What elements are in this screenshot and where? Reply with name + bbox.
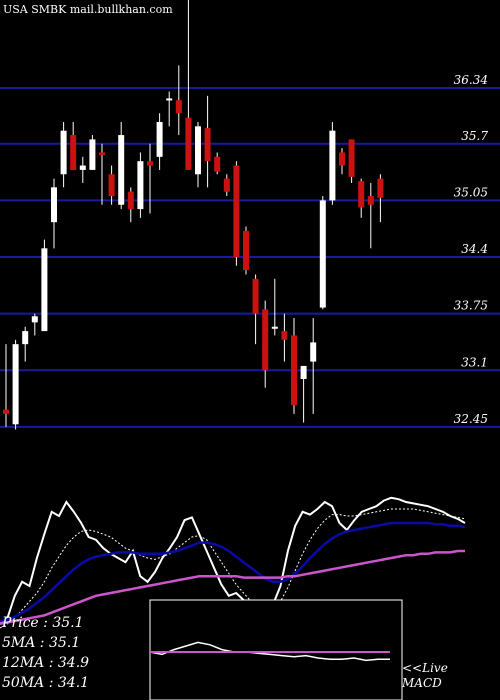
macd-box — [149, 599, 403, 700]
macd-label: <<Live MACD — [402, 661, 448, 691]
y-tick-label: 35.05 — [454, 185, 488, 199]
y-tick-label: 32.45 — [454, 412, 488, 426]
candle-body — [118, 135, 125, 205]
candlesticks — [3, 0, 384, 430]
candle-body — [319, 200, 326, 308]
candle-body — [175, 100, 182, 114]
price-y-axis-ticks: 36.34 35.7 35.05 34.4 33.75 33.1 32.45 — [454, 73, 489, 426]
line-5ma — [0, 508, 466, 629]
candle-body — [243, 230, 249, 271]
candle-body — [99, 152, 105, 156]
candle-body — [262, 309, 269, 371]
candle-body — [310, 342, 317, 362]
macd-panel — [149, 599, 403, 700]
candle-body — [60, 130, 67, 175]
candle-body — [358, 181, 365, 208]
candle-body — [41, 248, 48, 332]
candle-body — [70, 135, 77, 170]
candle-body — [367, 196, 374, 205]
candle-body — [51, 187, 57, 223]
line-price — [0, 496, 466, 630]
candle-body — [89, 139, 96, 170]
candle-body — [223, 178, 230, 192]
candle-body — [329, 130, 336, 201]
candle-body — [3, 409, 9, 414]
candle-body — [233, 165, 240, 258]
macd-title: MACD — [402, 676, 442, 690]
y-tick-label: 33.1 — [461, 355, 488, 369]
candle-body — [214, 156, 221, 172]
candle-body — [291, 335, 297, 406]
line-12ma — [0, 521, 466, 623]
candle-body — [137, 161, 144, 210]
legend-12ma: 12MA : 34.9 — [2, 655, 90, 671]
site-label: mail.bullkhan.com — [69, 3, 173, 16]
candle-body — [79, 165, 86, 170]
candle-body — [127, 191, 134, 210]
y-tick-label: 33.75 — [454, 299, 488, 313]
candle-body — [281, 331, 288, 340]
candle-body — [339, 152, 345, 166]
candle-body — [22, 331, 29, 345]
candle-body — [185, 117, 192, 170]
candle-body — [252, 278, 259, 314]
candle-body — [195, 126, 201, 175]
legend-50ma: 50MA : 34.1 — [2, 675, 90, 691]
candle-body — [31, 316, 38, 323]
y-tick-label: 35.7 — [461, 129, 488, 143]
chart-header: USA SMBK mail.bullkhan.com — [3, 3, 173, 16]
candle-body — [377, 178, 384, 198]
line-50ma — [0, 549, 465, 626]
y-tick-label: 36.34 — [454, 73, 488, 87]
price-gridlines — [0, 87, 500, 428]
candle-body — [271, 326, 278, 329]
y-tick-label: 34.4 — [461, 242, 488, 256]
ticker-label: USA SMBK — [3, 3, 67, 16]
candle-body — [166, 98, 173, 101]
candle-body — [156, 121, 163, 157]
indicator-lines — [0, 496, 466, 630]
candle-body — [348, 139, 355, 177]
candle-body — [204, 128, 211, 162]
macd-line-macd — [149, 641, 390, 662]
candle-body — [108, 174, 115, 197]
legend-price: Price : 35.1 — [2, 615, 84, 631]
candle-body — [12, 344, 19, 425]
candle-body — [300, 365, 307, 380]
live-label: <<Live — [402, 661, 448, 675]
legend-5ma: 5MA : 35.1 — [2, 635, 81, 651]
candle-body — [147, 161, 153, 166]
